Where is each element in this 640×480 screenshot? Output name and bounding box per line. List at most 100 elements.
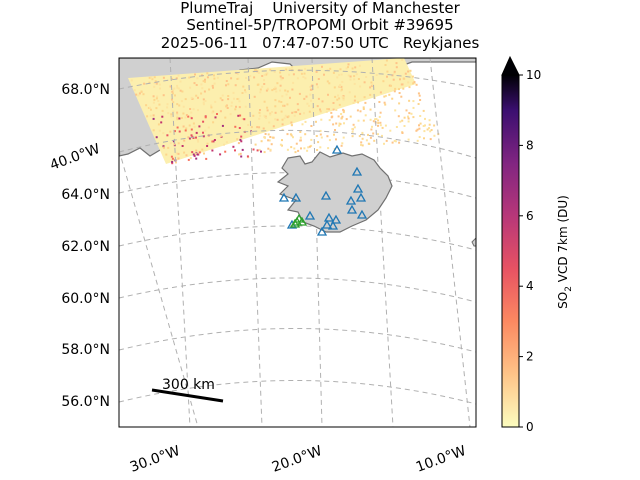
- so2-pixel: [428, 119, 431, 122]
- so2-pixel: [345, 67, 348, 70]
- so2-pixel: [304, 67, 307, 70]
- so2-pixel: [302, 76, 305, 78]
- so2-pixel: [327, 108, 330, 111]
- so2-pixel: [172, 110, 175, 113]
- so2-pixel: [281, 139, 283, 142]
- so2-pixel: [182, 105, 185, 108]
- so2-pixel: [391, 97, 394, 100]
- so2-pixel: [198, 151, 201, 154]
- so2-pixel: [409, 69, 412, 72]
- so2-pixel: [429, 138, 432, 141]
- so2-pixel: [211, 140, 214, 143]
- so2-pixel: [204, 100, 207, 102]
- so2-pixel: [137, 94, 140, 97]
- so2-pixel: [334, 129, 336, 131]
- so2-pixel: [330, 111, 333, 114]
- so2-pixel: [419, 115, 422, 117]
- so2-pixel: [378, 101, 381, 103]
- so2-pixel: [419, 122, 422, 125]
- so2-pixel: [182, 125, 185, 128]
- so2-pixel: [375, 118, 378, 120]
- so2-pixel: [381, 126, 384, 129]
- so2-pixel: [403, 116, 406, 119]
- so2-pixel: [305, 95, 308, 98]
- so2-pixel: [211, 111, 214, 114]
- so2-pixel: [193, 154, 196, 157]
- so2-pixel: [227, 98, 230, 101]
- so2-pixel: [256, 126, 259, 129]
- so2-pixel: [171, 98, 173, 101]
- so2-pixel: [202, 103, 205, 106]
- so2-pixel: [200, 83, 203, 86]
- so2-pixel: [234, 125, 237, 128]
- so2-pixel: [384, 103, 387, 106]
- so2-pixel: [192, 153, 195, 156]
- colorbar-tick-label: 10: [526, 68, 541, 82]
- so2-pixel: [320, 136, 323, 139]
- so2-pixel: [332, 123, 335, 126]
- so2-pixel: [175, 161, 177, 164]
- so2-pixel: [384, 64, 387, 66]
- colorbar-extend-arrow: [501, 55, 520, 76]
- so2-pixel: [328, 119, 331, 122]
- so2-pixel: [339, 123, 342, 126]
- so2-pixel: [269, 113, 272, 116]
- so2-pixel: [408, 112, 411, 115]
- so2-pixel: [259, 109, 261, 111]
- so2-pixel: [161, 109, 164, 112]
- so2-pixel: [232, 91, 235, 94]
- so2-pixel: [345, 118, 348, 121]
- so2-pixel: [341, 95, 344, 98]
- so2-pixel: [293, 114, 296, 117]
- so2-pixel: [390, 84, 392, 87]
- so2-pixel: [241, 148, 244, 151]
- so2-pixel: [357, 101, 360, 104]
- so2-pixel: [234, 149, 236, 152]
- so2-pixel: [326, 80, 329, 83]
- so2-pixel: [135, 93, 138, 96]
- so2-pixel: [293, 111, 296, 114]
- so2-pixel: [177, 142, 180, 145]
- so2-pixel: [204, 129, 207, 132]
- so2-pixel: [394, 109, 397, 112]
- so2-pixel: [148, 81, 151, 84]
- so2-pixel: [191, 135, 194, 138]
- so2-pixel: [176, 118, 179, 121]
- so2-pixel: [306, 102, 309, 105]
- so2-pixel: [212, 140, 215, 143]
- so2-pixel: [332, 108, 335, 111]
- so2-pixel: [233, 97, 235, 100]
- so2-pixel: [353, 99, 356, 102]
- so2-pixel: [411, 75, 414, 78]
- so2-pixel: [289, 96, 291, 99]
- so2-pixel: [138, 92, 141, 95]
- so2-pixel: [407, 120, 410, 123]
- so2-pixel: [196, 153, 199, 156]
- so2-pixel: [171, 90, 174, 93]
- so2-pixel: [170, 115, 173, 118]
- so2-pixel: [280, 110, 283, 113]
- so2-pixel: [192, 108, 195, 111]
- so2-pixel: [308, 110, 311, 113]
- so2-pixel: [153, 98, 156, 101]
- so2-pixel: [263, 100, 266, 103]
- so2-pixel: [178, 104, 181, 107]
- so2-pixel: [359, 85, 362, 88]
- so2-pixel: [252, 148, 255, 151]
- so2-pixel: [258, 117, 261, 120]
- so2-pixel: [269, 136, 272, 138]
- so2-pixel: [416, 139, 419, 142]
- so2-pixel: [377, 119, 380, 122]
- so2-pixel: [240, 135, 243, 138]
- so2-pixel: [316, 149, 319, 151]
- so2-pixel: [369, 86, 372, 89]
- so2-pixel: [310, 144, 313, 147]
- so2-pixel: [157, 100, 160, 102]
- so2-pixel: [254, 143, 257, 146]
- so2-pixel: [155, 107, 158, 110]
- so2-pixel: [433, 124, 436, 127]
- so2-pixel: [171, 160, 174, 163]
- so2-pixel: [225, 80, 228, 82]
- so2-pixel: [202, 135, 205, 138]
- lat-label-56: 56.0°N: [61, 394, 110, 410]
